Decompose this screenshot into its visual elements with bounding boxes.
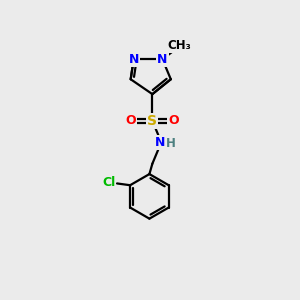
Text: S: S bbox=[147, 114, 158, 128]
Text: N: N bbox=[154, 136, 165, 149]
Text: O: O bbox=[126, 114, 136, 128]
Text: H: H bbox=[166, 137, 176, 150]
Text: N: N bbox=[157, 53, 168, 66]
Text: Cl: Cl bbox=[102, 176, 115, 189]
Text: CH₃: CH₃ bbox=[168, 40, 192, 52]
Text: O: O bbox=[169, 114, 179, 128]
Text: N: N bbox=[128, 53, 139, 66]
